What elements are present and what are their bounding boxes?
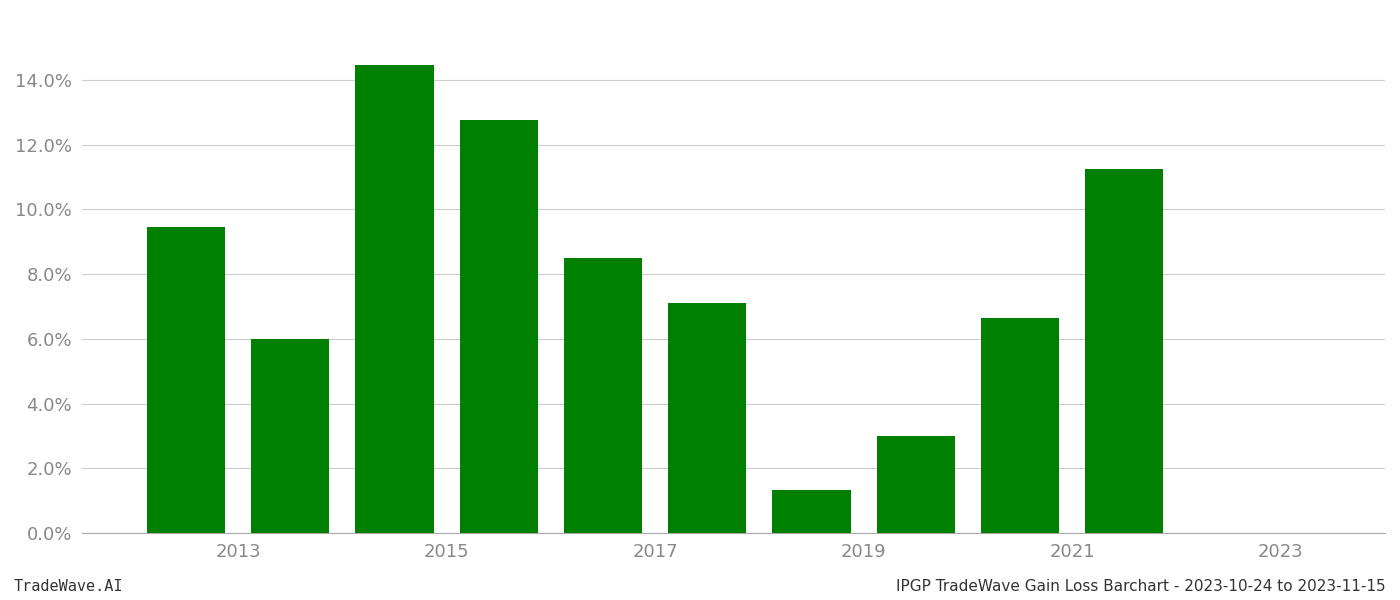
Text: IPGP TradeWave Gain Loss Barchart - 2023-10-24 to 2023-11-15: IPGP TradeWave Gain Loss Barchart - 2023…	[896, 579, 1386, 594]
Bar	[147, 227, 225, 533]
Bar	[876, 436, 955, 533]
Bar	[1085, 169, 1163, 533]
Bar	[773, 490, 851, 533]
Bar	[668, 303, 746, 533]
Bar	[356, 65, 434, 533]
Text: TradeWave.AI: TradeWave.AI	[14, 579, 123, 594]
Bar	[251, 339, 329, 533]
Bar	[564, 258, 643, 533]
Bar	[459, 120, 538, 533]
Bar	[981, 318, 1060, 533]
